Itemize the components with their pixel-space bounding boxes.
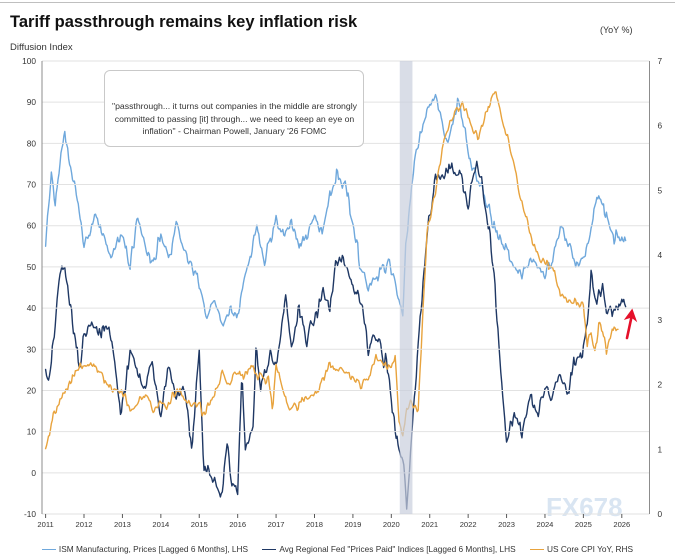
svg-text:70: 70 <box>27 180 37 190</box>
svg-text:2016: 2016 <box>229 520 246 529</box>
svg-text:2: 2 <box>658 380 663 390</box>
svg-text:7: 7 <box>658 56 663 66</box>
svg-text:5: 5 <box>658 185 663 195</box>
svg-text:2019: 2019 <box>344 520 361 529</box>
svg-text:0: 0 <box>658 509 663 519</box>
svg-text:50: 50 <box>27 262 37 272</box>
svg-text:2022: 2022 <box>460 520 477 529</box>
svg-text:2014: 2014 <box>152 520 169 529</box>
svg-text:40: 40 <box>27 303 37 313</box>
svg-text:90: 90 <box>27 97 37 107</box>
svg-text:0: 0 <box>31 468 36 478</box>
svg-text:3: 3 <box>658 315 663 325</box>
svg-text:1: 1 <box>658 444 663 454</box>
svg-text:10: 10 <box>27 427 37 437</box>
svg-text:2015: 2015 <box>191 520 208 529</box>
svg-text:80: 80 <box>27 138 37 148</box>
svg-text:6: 6 <box>658 121 663 131</box>
svg-text:4: 4 <box>658 250 663 260</box>
svg-text:2013: 2013 <box>114 520 131 529</box>
svg-text:2021: 2021 <box>421 520 438 529</box>
svg-text:30: 30 <box>27 344 37 354</box>
svg-text:2020: 2020 <box>383 520 400 529</box>
svg-text:2012: 2012 <box>76 520 93 529</box>
svg-text:2011: 2011 <box>37 520 53 529</box>
svg-text:2017: 2017 <box>268 520 285 529</box>
svg-text:2025: 2025 <box>575 520 592 529</box>
svg-text:2023: 2023 <box>498 520 515 529</box>
svg-text:-10: -10 <box>24 509 36 519</box>
svg-text:20: 20 <box>27 386 37 396</box>
svg-text:2024: 2024 <box>537 520 554 529</box>
svg-text:100: 100 <box>22 56 36 66</box>
svg-text:60: 60 <box>27 221 37 231</box>
svg-text:2026: 2026 <box>613 520 630 529</box>
svg-text:2018: 2018 <box>306 520 323 529</box>
